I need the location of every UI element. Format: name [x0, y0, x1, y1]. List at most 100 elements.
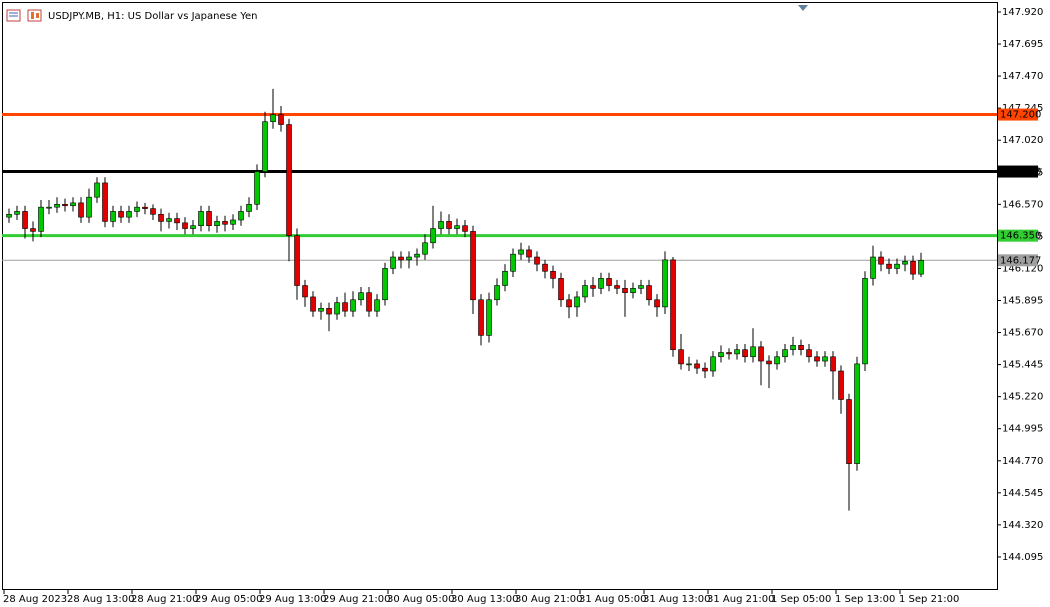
candle-body [198, 211, 204, 226]
y-tick-label: 144.995 [1002, 424, 1043, 435]
candle-body [142, 206, 148, 209]
candle-body [870, 256, 876, 279]
x-tick-label: 30 Aug 21:00 [515, 594, 582, 605]
x-tick-label: 1 Sep 13:00 [835, 594, 895, 605]
candle-body [134, 206, 140, 212]
level-label: 146.350 [1000, 231, 1041, 242]
candle-body [342, 302, 348, 312]
chart-icon [6, 9, 42, 22]
x-tick-label: 30 Aug 05:00 [387, 594, 454, 605]
candle-body [166, 218, 172, 222]
candle-body [502, 270, 508, 286]
y-tick-label: 146.120 [1002, 263, 1043, 274]
candle-body [278, 114, 284, 125]
candle-body [94, 182, 100, 198]
candle-body [206, 211, 212, 226]
candle-body [454, 225, 460, 229]
candle-body [286, 124, 292, 236]
candle-body [678, 349, 684, 365]
candle-body [30, 228, 36, 232]
shift-marker [798, 5, 808, 11]
y-tick-label: 144.320 [1002, 520, 1043, 531]
candle-body [6, 213, 12, 218]
x-tick-label: 1 Sep 21:00 [899, 594, 959, 605]
y-tick-label: 145.445 [1002, 360, 1043, 371]
candle-body [814, 356, 820, 362]
candle-body [806, 349, 812, 358]
candle-body [822, 356, 828, 362]
x-tick-label: 31 Aug 21:00 [707, 594, 774, 605]
candle-body [158, 213, 164, 222]
plot-frame [2, 2, 998, 590]
candle-body [462, 225, 468, 232]
candle-body [798, 345, 804, 350]
candle-body [526, 249, 532, 258]
candle-body [638, 285, 644, 289]
candle-body [230, 219, 236, 225]
level-label-box [998, 229, 1038, 242]
level-label-box [998, 165, 1038, 178]
candle-body [262, 121, 268, 172]
candle-body [550, 270, 556, 279]
candle-body [606, 278, 612, 286]
y-tick-label: 147.020 [1002, 135, 1043, 146]
candle-body [334, 302, 340, 315]
candle-body [254, 171, 260, 205]
candle-body [182, 222, 188, 229]
candle-body [422, 242, 428, 255]
candle-body [358, 292, 364, 301]
candle-body [366, 292, 372, 312]
candle-body [14, 211, 20, 215]
candle-body [598, 278, 604, 289]
candle-body [854, 363, 860, 464]
x-tick-label: 28 Aug 21:00 [131, 594, 198, 605]
candle-body [382, 268, 388, 301]
candle-body [126, 211, 132, 218]
candle-body [318, 308, 324, 312]
candle-body [46, 206, 52, 209]
candle-body [646, 285, 652, 301]
candle-body [726, 352, 732, 355]
candle-body [718, 352, 724, 358]
candle-body [22, 211, 28, 229]
candle-body [902, 261, 908, 265]
candle-body [614, 285, 620, 289]
x-tick-label: 28 Aug 2023 [3, 594, 67, 605]
candle-body [518, 249, 524, 255]
x-tick-label: 29 Aug 21:00 [323, 594, 390, 605]
x-tick-label: 1 Sep 05:00 [771, 594, 831, 605]
level-label: 146.800 [1000, 167, 1041, 178]
candle-body [190, 225, 196, 229]
candle-body [542, 263, 548, 272]
candle-body [918, 260, 924, 275]
candle-body [662, 259, 668, 308]
candle-body [622, 288, 628, 293]
candle-body [702, 367, 708, 372]
candle-body [302, 285, 308, 298]
candle-body [654, 299, 660, 308]
candle-body [750, 346, 756, 358]
y-tick-label: 147.920 [1002, 7, 1043, 18]
candle-body [414, 253, 420, 258]
candle-body [486, 299, 492, 336]
candle-body [878, 256, 884, 265]
candle-body [630, 288, 636, 293]
candle-body [894, 263, 900, 269]
candle-body [582, 285, 588, 298]
candle-body [846, 399, 852, 464]
candle-body [78, 202, 84, 218]
x-tick-label: 31 Aug 13:00 [643, 594, 710, 605]
candle-body [766, 360, 772, 365]
candle-body [910, 261, 916, 275]
y-tick-label: 147.695 [1002, 39, 1043, 50]
candle-body [686, 363, 692, 366]
candle-body [62, 204, 68, 207]
candle-body [406, 256, 412, 261]
level-label: 146.177 [1000, 255, 1041, 266]
candle-body [102, 182, 108, 222]
candle-body [326, 308, 332, 315]
candle-body [558, 278, 564, 301]
candle-body [886, 263, 892, 269]
candle-body [534, 256, 540, 265]
candle-body [774, 356, 780, 365]
